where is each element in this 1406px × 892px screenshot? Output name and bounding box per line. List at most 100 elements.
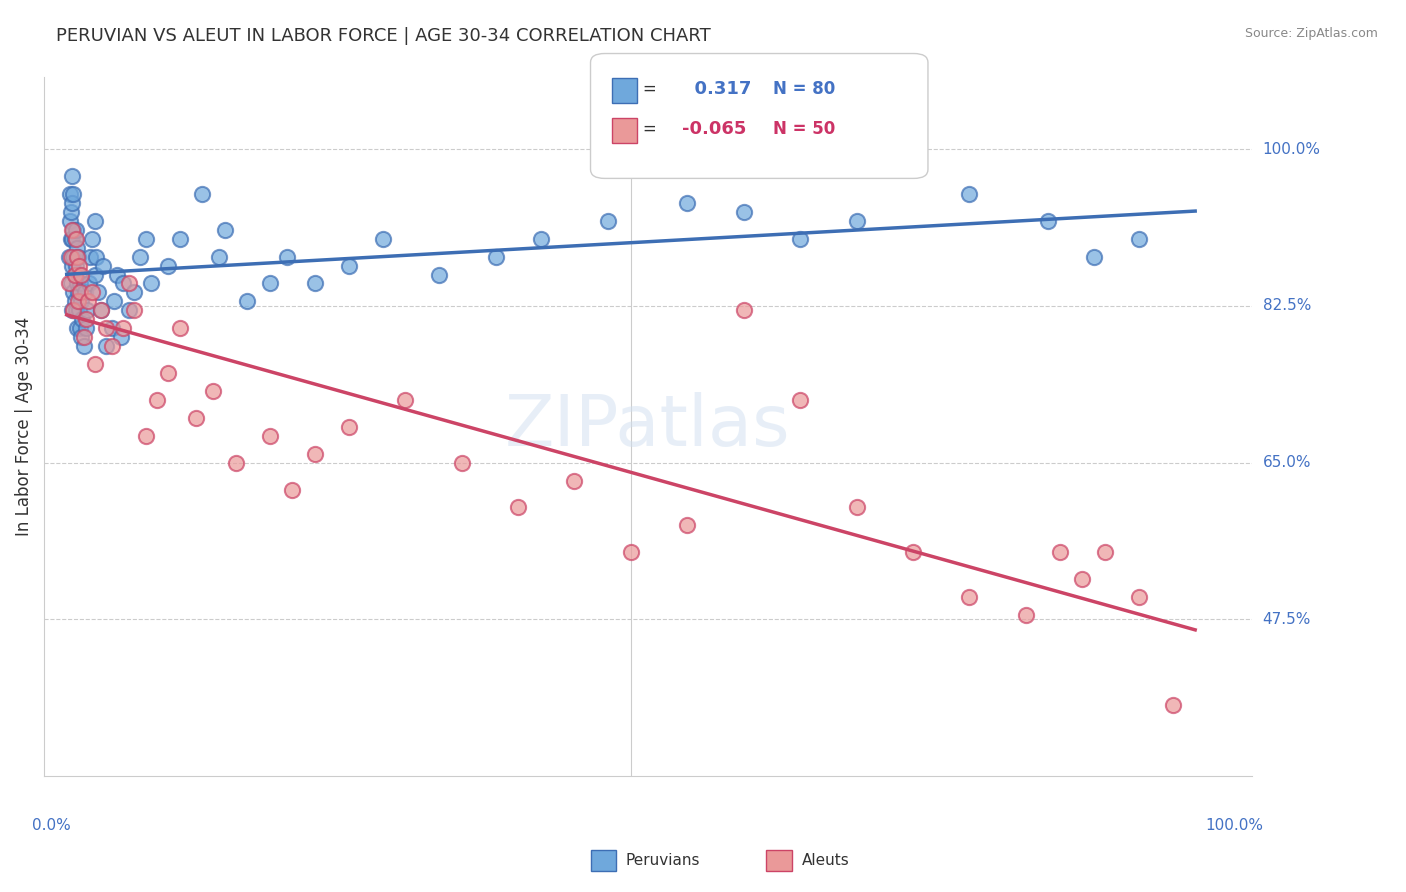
Point [72,330,94,344]
Point [124,303,146,318]
Point [157,366,180,380]
Point [62,250,84,264]
Point [901,545,924,559]
Point [676,195,699,210]
Text: R =: R = [626,80,662,98]
Point [60,169,83,183]
Point [77,294,100,309]
Point [141,277,163,291]
Point [259,277,281,291]
Point [84,250,107,264]
Point [1083,250,1105,264]
Point [169,232,191,246]
Point [427,268,450,282]
Point [733,204,755,219]
Point [191,186,214,201]
Text: 100.0%: 100.0% [1206,818,1264,833]
Point [845,500,868,515]
Point [276,250,298,264]
Point [75,321,97,335]
Point [60,204,83,219]
Point [620,545,643,559]
Point [733,303,755,318]
Point [157,259,180,273]
Text: R =: R = [626,120,662,138]
Point [62,285,84,300]
Point [118,277,141,291]
Point [337,259,360,273]
Point [69,277,91,291]
Point [72,312,94,326]
Point [484,250,506,264]
Point [69,321,91,335]
Point [62,223,84,237]
Point [202,384,225,398]
Point [79,250,101,264]
Point [67,303,90,318]
Point [59,214,82,228]
Point [66,277,89,291]
Point [304,277,326,291]
Point [90,303,112,318]
Point [1071,572,1094,586]
Point [236,294,259,309]
Point [107,268,129,282]
Point [564,474,586,488]
Point [87,285,110,300]
Point [259,429,281,443]
Point [845,214,868,228]
Text: 100.0%: 100.0% [1263,142,1320,157]
Point [73,285,96,300]
Point [676,518,699,533]
Point [66,241,89,255]
Point [66,321,89,335]
Point [60,195,83,210]
Point [60,223,83,237]
Point [66,285,89,300]
Point [59,186,82,201]
Point [1038,214,1060,228]
Point [1049,545,1071,559]
Point [1128,590,1150,604]
Point [135,232,157,246]
Point [66,250,89,264]
Point [101,321,124,335]
Point [530,232,553,246]
Point [135,429,157,443]
Point [80,232,103,246]
Point [67,268,90,282]
Point [1161,698,1184,712]
Text: PERUVIAN VS ALEUT IN LABOR FORCE | AGE 30-34 CORRELATION CHART: PERUVIAN VS ALEUT IN LABOR FORCE | AGE 3… [56,27,711,45]
Point [70,268,93,282]
Point [129,250,152,264]
Point [60,232,83,246]
Text: 0.0%: 0.0% [32,818,70,833]
Point [959,186,981,201]
Point [72,339,94,353]
Point [63,232,86,246]
Point [112,321,135,335]
Point [62,186,84,201]
Point [60,259,83,273]
Text: Aleuts: Aleuts [801,854,849,868]
Text: -0.065: -0.065 [682,120,747,138]
Point [281,483,304,497]
Point [1015,607,1038,622]
Point [337,419,360,434]
Point [69,285,91,300]
Point [83,357,105,371]
Point [60,250,83,264]
Point [63,268,86,282]
Point [63,268,86,282]
Point [80,285,103,300]
Text: 0.317: 0.317 [682,80,751,98]
Point [124,285,146,300]
Point [58,250,80,264]
Point [66,294,89,309]
Point [110,330,132,344]
Point [70,294,93,309]
Point [62,303,84,318]
Text: Source: ZipAtlas.com: Source: ZipAtlas.com [1244,27,1378,40]
Text: 47.5%: 47.5% [1263,612,1310,627]
Point [103,294,125,309]
